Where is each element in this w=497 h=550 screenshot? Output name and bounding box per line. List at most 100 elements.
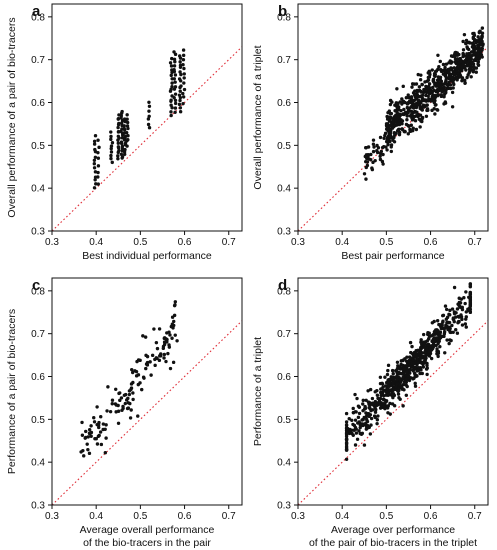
data-point-118 [170, 56, 174, 61]
data-point-331 [425, 103, 429, 107]
data-point-494 [357, 411, 362, 416]
data-point-644 [366, 400, 371, 404]
data-point-57 [119, 140, 124, 144]
data-point-92 [125, 117, 129, 121]
data-point-635 [344, 444, 349, 448]
data-point-305 [461, 39, 465, 44]
data-point-633 [416, 112, 420, 117]
data-point-239 [424, 114, 429, 118]
data-point-262 [460, 317, 464, 322]
data-point-81 [122, 124, 126, 128]
data-point-634 [344, 437, 349, 442]
data-point-62 [173, 303, 177, 307]
data-point-491 [373, 415, 377, 420]
data-point-260 [380, 382, 385, 386]
data-point-85 [442, 95, 446, 99]
data-point-690 [425, 339, 430, 343]
data-point-217 [426, 108, 430, 113]
data-point-65 [389, 149, 394, 154]
data-point-297 [400, 127, 404, 131]
data-point-122 [173, 98, 178, 103]
data-point-194 [369, 416, 374, 421]
data-point-106 [82, 454, 86, 458]
data-point-257 [440, 89, 444, 94]
x-axis-label: of the bio-tracers in the pair [83, 537, 211, 549]
data-point-483 [413, 103, 417, 107]
data-point-92 [401, 404, 405, 408]
data-point-124 [173, 92, 178, 96]
data-point-159 [182, 81, 186, 85]
data-point-148 [364, 177, 368, 181]
data-point-135 [87, 431, 92, 435]
data-point-324 [390, 368, 395, 373]
data-point-156 [181, 95, 186, 99]
panel-letter: a [32, 3, 41, 20]
data-point-141 [118, 398, 122, 403]
data-point-99 [79, 450, 83, 454]
data-point-92 [106, 385, 110, 389]
data-point-191 [369, 157, 373, 162]
data-point-22 [110, 160, 114, 165]
data-point-618 [398, 367, 403, 371]
data-point-156 [371, 160, 375, 165]
data-point-619 [442, 332, 447, 336]
data-point-593 [421, 332, 426, 337]
data-point-18 [96, 156, 101, 160]
data-point-172 [347, 417, 351, 421]
data-point-46 [117, 121, 121, 126]
data-point-87 [126, 134, 130, 138]
data-point-56 [154, 340, 159, 345]
data-point-547 [413, 374, 418, 379]
data-point-594 [432, 88, 436, 93]
data-point-128 [172, 77, 177, 81]
data-point-566 [431, 85, 435, 90]
y-tick-label: 0.4 [277, 458, 291, 469]
data-point-106 [169, 98, 173, 102]
data-point-111 [134, 369, 139, 374]
data-point-2 [395, 360, 400, 364]
data-point-96 [146, 117, 151, 121]
data-point-545 [447, 325, 452, 330]
data-point-124 [375, 150, 380, 155]
data-point-133 [173, 60, 177, 64]
data-point-345 [444, 307, 449, 312]
data-point-91 [125, 120, 130, 125]
data-point-121 [142, 376, 146, 380]
data-point-95 [382, 144, 386, 149]
data-point-488 [361, 402, 365, 406]
data-point-681 [452, 52, 457, 57]
data-point-710 [479, 37, 483, 42]
x-tick-label: 0.4 [89, 237, 103, 248]
data-point-555 [402, 107, 406, 112]
data-point-536 [344, 426, 349, 430]
points [92, 48, 187, 190]
points [79, 300, 179, 458]
data-point-244 [443, 101, 448, 105]
x-tick-label: 0.4 [335, 511, 349, 522]
data-point-46 [450, 90, 455, 95]
data-point-317 [443, 351, 447, 355]
data-point-9 [92, 420, 97, 424]
data-point-341 [356, 415, 361, 420]
data-point-121 [173, 101, 178, 106]
data-point-564 [423, 98, 427, 103]
data-point-681 [418, 348, 423, 352]
data-point-673 [469, 54, 473, 58]
data-point-21 [96, 138, 100, 142]
data-point-103 [369, 152, 373, 157]
data-point-645 [388, 115, 393, 120]
data-point-145 [455, 331, 460, 335]
data-point-673 [445, 320, 449, 325]
data-point-188 [463, 322, 468, 326]
data-point-7 [92, 158, 97, 162]
data-point-102 [87, 427, 92, 432]
data-point-65 [95, 405, 99, 409]
data-point-151 [178, 63, 183, 67]
data-point-528 [361, 398, 365, 403]
data-point-30 [109, 134, 113, 139]
data-point-698 [477, 56, 482, 61]
data-point-25 [148, 360, 152, 364]
panel-letter: d [278, 277, 287, 294]
data-point-640 [462, 32, 467, 37]
data-point-611 [396, 102, 400, 106]
